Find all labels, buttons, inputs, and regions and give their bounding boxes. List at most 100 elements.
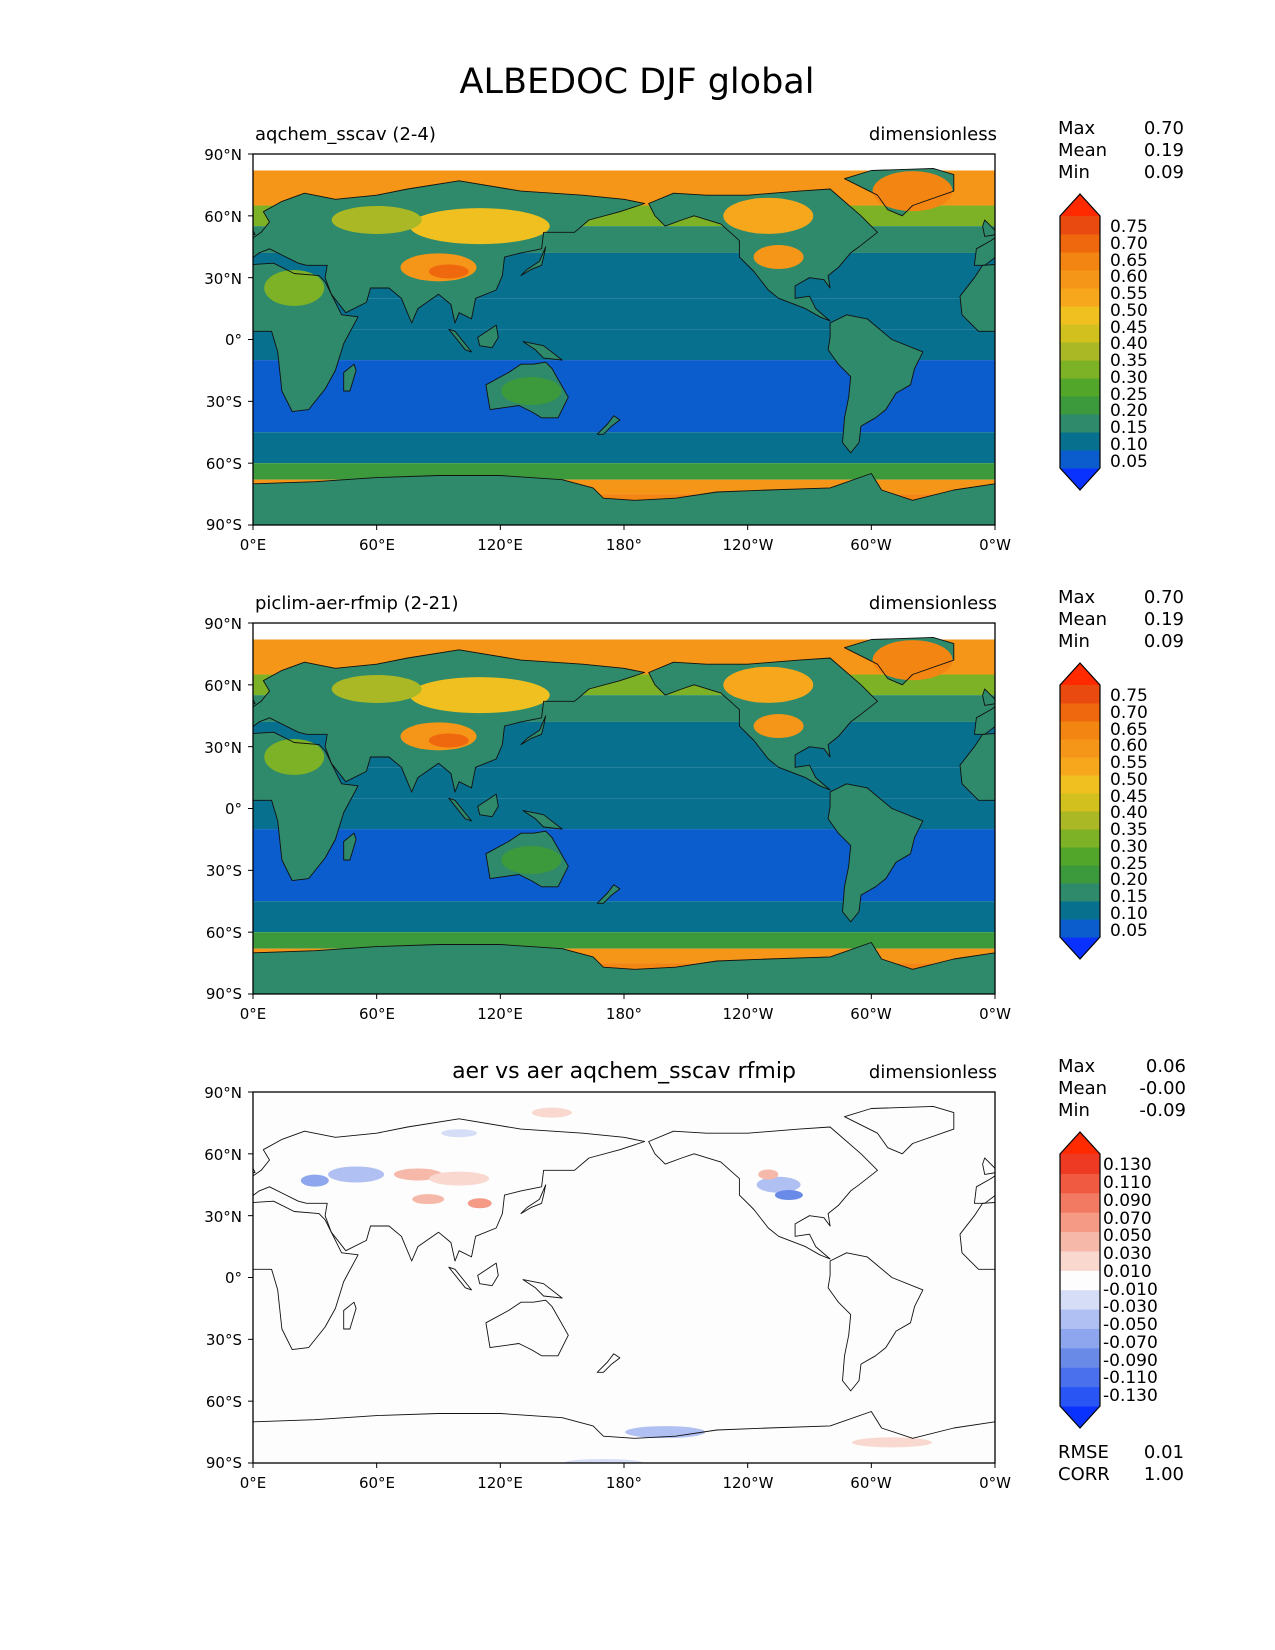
y-tick-label: 90°S	[206, 985, 242, 1003]
panel-1-title: aqchem_sscav (2-4)	[255, 124, 436, 145]
colorbar-segment	[1060, 1309, 1100, 1329]
x-tick-label: 60°E	[359, 536, 395, 554]
colorbar-segment	[1060, 396, 1100, 415]
panel-1: aqchem_sscav (2-4) dimensionless 90°N 60…	[0, 118, 1275, 554]
stat-label: Mean	[1058, 1078, 1107, 1099]
landmass-greenland	[103, 1106, 212, 1153]
landmass-borneo	[1220, 325, 1241, 348]
colorbar-tick-label: 0.65	[1110, 720, 1148, 740]
colorbar-tick-label: 0.070	[1103, 1209, 1152, 1229]
colorbar-tick-label: 0.05	[1110, 921, 1148, 941]
landmass-japan	[520, 246, 547, 277]
contour-band	[253, 932, 995, 949]
landmass-newguinea	[522, 1279, 563, 1299]
landmass-newguinea	[1265, 342, 1275, 361]
panel-2: piclim-aer-rfmip (2-21) dimensionless 90…	[86, 587, 1275, 1023]
colorbar-tick-label: 0.45	[1110, 318, 1148, 338]
landmass-japan	[1263, 247, 1275, 276]
difference-blob	[758, 1169, 779, 1180]
panel-1-coastlines	[253, 167, 1275, 525]
contour-blob	[723, 197, 814, 234]
landmass-borneo	[477, 794, 499, 817]
panel-3-coastlines	[86, 1105, 995, 1463]
landmass-borneo	[1220, 794, 1241, 817]
landmass-namerica	[648, 1126, 878, 1260]
landmass-samerica	[86, 315, 181, 453]
landmass-namerica	[648, 188, 878, 322]
stat-value: 0.19	[1144, 140, 1184, 161]
colorbar-tick-label: -0.130	[1103, 1386, 1158, 1406]
difference-blob	[467, 1198, 492, 1209]
panel-3-title: aer vs aer aqchem_sscav rfmip	[452, 1059, 796, 1084]
panel-2-y-axis: 90°N 60°N 30°N 0° 30°S 60°S 90°S	[204, 615, 242, 1003]
colorbar-tick-label: 0.15	[1110, 887, 1148, 907]
panel-3-y-axis: 90°N 60°N 30°N 0° 30°S 60°S 90°S	[204, 1084, 242, 1472]
landmass-japan	[520, 246, 546, 276]
panel-3-field	[253, 1092, 995, 1463]
landmass-sumatra	[1191, 798, 1214, 821]
landmass-antarctica	[994, 483, 995, 525]
colorbar-tick-label: 0.20	[1110, 870, 1148, 890]
y-tick-label: 30°S	[206, 393, 242, 411]
colorbar-segment	[1060, 919, 1100, 938]
colorbar-segment	[1060, 685, 1100, 704]
colorbar-segment	[1060, 721, 1100, 740]
colorbar-tick-label: 0.45	[1110, 787, 1148, 807]
landmass-antarctica	[253, 473, 995, 525]
landmass-eurasia	[974, 706, 995, 735]
colorbar-tick-label: 0.050	[1103, 1226, 1152, 1246]
landmass-uk	[982, 689, 995, 706]
contour-blob	[872, 171, 953, 212]
stat-label: RMSE	[1058, 1442, 1109, 1463]
colorbar-extend-min	[1060, 937, 1100, 959]
x-tick-label: 60°E	[359, 1474, 395, 1492]
colorbar-segment	[1060, 1347, 1100, 1368]
colorbar-segment	[1060, 1173, 1100, 1194]
x-tick-label: 60°W	[850, 1005, 892, 1023]
stat-value: 1.00	[1144, 1464, 1184, 1485]
difference-blob	[563, 1459, 644, 1463]
panel-2-colorbar-labels: 0.75 0.70 0.65 0.60 0.55 0.50 0.45 0.40 …	[1110, 686, 1148, 941]
colorbar-segment	[1060, 775, 1100, 794]
landmass-nz	[597, 415, 620, 435]
landmass-greenland	[103, 637, 212, 684]
landmass-japan	[520, 715, 547, 746]
landmass-antarctica	[253, 942, 995, 994]
landmass-newguinea	[522, 810, 563, 830]
difference-blob	[774, 1190, 803, 1201]
contour-blob	[753, 245, 804, 270]
colorbar-tick-label: 0.010	[1103, 1262, 1152, 1282]
landmass-sumatra	[448, 797, 472, 822]
contour-blob	[428, 264, 469, 279]
stat-label: CORR	[1058, 1464, 1110, 1485]
landmass-uk	[253, 229, 256, 236]
landmass-newguinea	[1265, 811, 1275, 830]
stat-label: Min	[1058, 1100, 1090, 1121]
difference-blob	[441, 1129, 478, 1138]
colorbar-segment	[1060, 342, 1100, 361]
panel-1-units: dimensionless	[869, 124, 997, 145]
contour-blob	[409, 208, 550, 245]
colorbar-tick-label: 0.30	[1110, 368, 1148, 388]
y-tick-label: 60°N	[204, 208, 242, 226]
stat-label: Mean	[1058, 609, 1107, 630]
colorbar-tick-label: 0.60	[1110, 736, 1148, 756]
colorbar-segment	[1060, 811, 1100, 830]
colorbar-segment	[1060, 216, 1100, 235]
colorbar-segment	[1060, 270, 1100, 289]
landmass-namerica	[0, 189, 136, 321]
colorbar-segment	[1060, 1367, 1100, 1388]
y-tick-label: 60°S	[206, 1393, 242, 1411]
landmass-samerica	[86, 784, 181, 922]
colorbar-segment	[1060, 306, 1100, 325]
x-tick-label: 60°E	[359, 1005, 395, 1023]
contour-blob	[264, 738, 325, 775]
landmass-uk	[982, 219, 995, 237]
panel-2-tick-marks	[248, 622, 996, 999]
landmass-uk	[253, 698, 256, 705]
polar-blank	[253, 154, 995, 171]
colorbar-tick-label: -0.070	[1103, 1333, 1158, 1353]
colorbar-segment	[1060, 1231, 1100, 1252]
landmass-samerica	[86, 1253, 181, 1391]
landmass-eurasia	[253, 1118, 646, 1262]
